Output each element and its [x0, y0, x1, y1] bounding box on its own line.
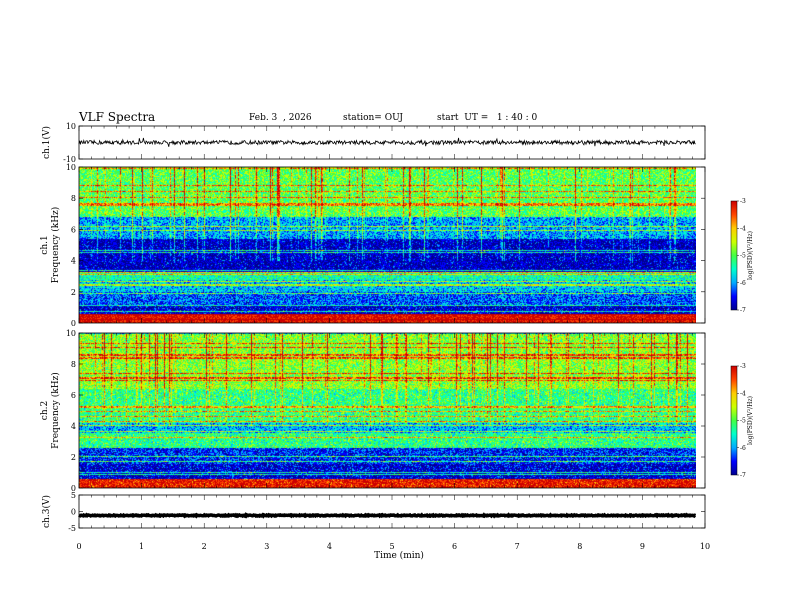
colorbar-tick-label: -6 [740, 445, 746, 452]
ch1-spectrogram-ylabel: Frequency (kHz) [50, 207, 61, 284]
start-ut-label: start UT = 1 : 40 : 0 [437, 113, 538, 123]
ch1-spectrogram-y-tick-label: 0 [71, 319, 76, 328]
station-label: station= OUJ [343, 113, 404, 123]
ch1-spectrogram-y-tick-label: 2 [71, 288, 76, 297]
x-tick-label: 3 [264, 542, 269, 551]
chart-title: VLF Spectra [79, 110, 156, 124]
ch3-waveform-ylabel: ch.3(V) [41, 495, 52, 528]
ch1-waveform-y-tick-label: 10 [66, 122, 76, 131]
ch2-spectrogram-colorbar [730, 365, 738, 476]
ch1-spectrogram-colorbar [730, 200, 738, 311]
ch1-spectrogram-y-tick-label: 4 [71, 257, 76, 266]
ch1-spectrogram-y-tick-label: 6 [71, 225, 76, 234]
ch2-spectrogram-y-tick-label: 2 [71, 453, 76, 462]
ch2-spectrogram-y-tick-label: 8 [71, 360, 76, 369]
ch2-spectrogram-ylabel: Frequency (kHz) [50, 372, 61, 449]
ch2-spectrogram-ylabel-channel: ch.2 [40, 401, 50, 420]
colorbar-tick-label: -4 [740, 225, 746, 232]
x-tick-label: 10 [700, 542, 710, 551]
x-tick-label: 4 [327, 542, 332, 551]
colorbar-tick-label: -6 [740, 280, 746, 287]
colorbar-tick-label: -5 [740, 253, 746, 260]
x-axis-label: Time (min) [374, 550, 424, 561]
ch1-waveform-ylabel: ch.1(V) [41, 126, 52, 159]
colorbar-tick-label: -3 [740, 363, 746, 370]
ch1-spectrogram-y-tick-label: 8 [71, 194, 76, 203]
ch2-spectrogram-y-tick-label: 6 [71, 391, 76, 400]
x-tick-label: 6 [452, 542, 457, 551]
x-tick-label: 0 [76, 542, 81, 551]
ch1-spectrogram-image [79, 167, 696, 323]
colorbar-tick-label: -4 [740, 390, 746, 397]
ch1-waveform-trace [78, 137, 696, 147]
colorbar-tick-label: -7 [740, 472, 746, 479]
x-tick-label: 5 [389, 542, 394, 551]
ch1-spectrogram-ylabel-channel: ch.1 [40, 235, 50, 254]
date-label: Feb. 3 , 2026 [249, 113, 312, 123]
x-tick-label: 7 [515, 542, 520, 551]
ch1-waveform-y-tick-label: -10 [63, 155, 76, 164]
ch2-spectrogram-image [79, 333, 696, 488]
ch3-waveform-trace [78, 512, 697, 519]
ch3-waveform-y-tick-label: 0 [71, 508, 76, 517]
colorbar-label: log(PSD)(V²/Hz) [747, 396, 754, 445]
x-tick-label: 1 [139, 542, 144, 551]
colorbar-tick-label: -7 [740, 307, 746, 314]
ch3-waveform-y-tick-label: -5 [68, 524, 76, 533]
ch2-spectrogram-y-tick-label: 10 [66, 329, 76, 338]
x-tick-label: 8 [577, 542, 582, 551]
ch2-spectrogram-y-tick-label: 4 [71, 422, 76, 431]
ch1-spectrogram-y-tick-label: 10 [66, 163, 76, 172]
x-tick-label: 9 [640, 542, 645, 551]
colorbar-label: log(PSD)(V²/Hz) [747, 231, 754, 280]
ch3-waveform-y-tick-label: 5 [71, 491, 76, 500]
colorbar-tick-label: -5 [740, 418, 746, 425]
ch2-spectrogram-y-tick-label: 0 [71, 484, 76, 493]
x-tick-label: 2 [202, 542, 207, 551]
colorbar-tick-label: -3 [740, 198, 746, 205]
